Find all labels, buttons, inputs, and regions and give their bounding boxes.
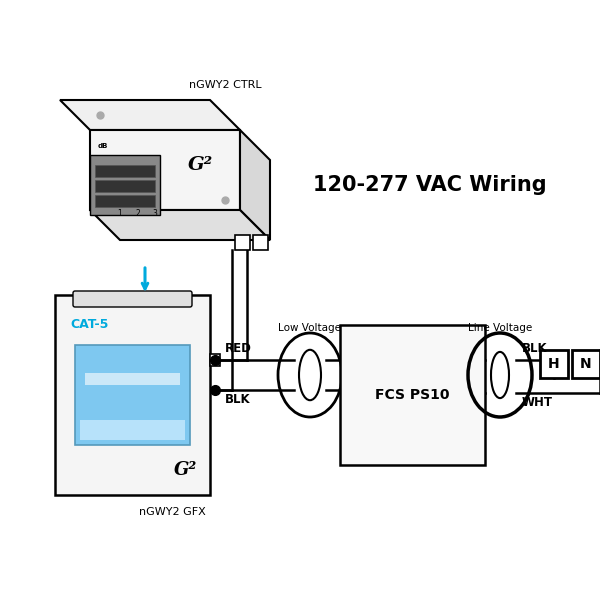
FancyBboxPatch shape [235,235,250,250]
Text: WHT: WHT [522,396,553,409]
Ellipse shape [299,350,321,400]
Text: nGWY2 GFX: nGWY2 GFX [139,507,206,517]
FancyBboxPatch shape [85,373,180,385]
Text: 120-277 VAC Wiring: 120-277 VAC Wiring [313,175,547,195]
FancyBboxPatch shape [572,350,600,378]
Text: H: H [548,357,560,371]
FancyBboxPatch shape [540,350,568,378]
Text: FCS PS10: FCS PS10 [375,388,450,402]
FancyBboxPatch shape [340,325,485,465]
FancyBboxPatch shape [75,345,190,445]
FancyBboxPatch shape [73,291,192,307]
FancyBboxPatch shape [210,354,220,366]
Polygon shape [90,130,240,210]
Text: Low Voltage: Low Voltage [278,323,341,333]
Text: nGWY2 CTRL: nGWY2 CTRL [188,80,262,90]
Ellipse shape [491,352,509,398]
Text: BLK: BLK [522,342,548,355]
Text: 3: 3 [152,209,157,218]
Text: RED: RED [225,342,252,355]
Text: Line Voltage: Line Voltage [468,323,532,333]
FancyBboxPatch shape [95,180,155,192]
FancyBboxPatch shape [253,235,268,250]
Text: G²: G² [187,156,212,174]
FancyBboxPatch shape [95,165,155,177]
FancyBboxPatch shape [95,195,155,207]
Text: dB: dB [98,143,109,149]
Text: 1: 1 [118,209,122,218]
Polygon shape [90,210,270,240]
Text: G²: G² [173,461,197,479]
FancyBboxPatch shape [55,295,210,495]
Text: BLK: BLK [225,393,251,406]
Polygon shape [240,130,270,240]
Text: N: N [580,357,592,371]
Polygon shape [60,100,240,130]
Polygon shape [90,155,160,215]
FancyBboxPatch shape [80,420,185,440]
Text: 2: 2 [136,209,140,218]
Text: CAT-5: CAT-5 [71,319,109,331]
